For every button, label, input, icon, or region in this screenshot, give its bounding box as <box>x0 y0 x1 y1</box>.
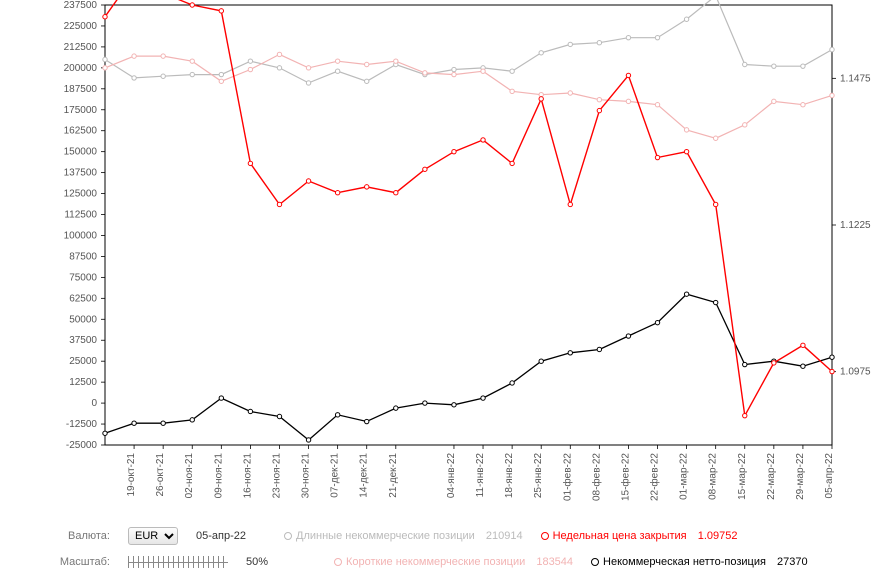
svg-text:25-янв-22: 25-янв-22 <box>533 453 544 499</box>
svg-text:29-мар-22: 29-мар-22 <box>795 453 806 500</box>
svg-text:15-фев-22: 15-фев-22 <box>619 453 631 501</box>
svg-text:50000: 50000 <box>69 314 97 325</box>
zoom-label: Масштаб: <box>10 556 110 568</box>
svg-text:08-фев-22: 08-фев-22 <box>590 453 602 501</box>
svg-text:19-окт-21: 19-окт-21 <box>126 453 137 497</box>
svg-text:87500: 87500 <box>69 251 97 262</box>
circle-icon <box>284 532 292 540</box>
svg-text:11-янв-22: 11-янв-22 <box>475 453 486 498</box>
svg-text:25000: 25000 <box>69 356 97 367</box>
svg-text:26-окт-21: 26-окт-21 <box>155 453 166 497</box>
svg-text:02-ноя-21: 02-ноя-21 <box>184 453 195 499</box>
svg-text:150000: 150000 <box>64 147 98 158</box>
svg-text:225000: 225000 <box>64 21 98 32</box>
currency-select[interactable]: EUR <box>128 527 178 545</box>
svg-text:200000: 200000 <box>64 63 98 74</box>
svg-text:30-ноя-21: 30-ноя-21 <box>301 453 312 499</box>
svg-text:01-фев-22: 01-фев-22 <box>561 453 573 501</box>
svg-text:62500: 62500 <box>69 293 97 304</box>
svg-text:1.1475: 1.1475 <box>840 73 871 84</box>
svg-text:08-мар-22: 08-мар-22 <box>708 453 719 500</box>
legend-long: Длинные некоммерческие позиции 210914 <box>284 530 523 542</box>
svg-text:175000: 175000 <box>64 105 98 116</box>
svg-text:18-янв-22: 18-янв-22 <box>504 453 515 499</box>
svg-text:212500: 212500 <box>64 42 98 53</box>
svg-text:07-дек-21: 07-дек-21 <box>330 453 341 498</box>
circle-icon <box>591 558 599 566</box>
zoom-value: 50% <box>246 556 316 568</box>
svg-text:1.0975: 1.0975 <box>840 367 871 378</box>
zoom-slider[interactable] <box>128 556 228 568</box>
svg-text:21-дек-21: 21-дек-21 <box>388 453 399 498</box>
svg-text:15-мар-22: 15-мар-22 <box>737 453 748 500</box>
svg-text:237500: 237500 <box>64 0 98 11</box>
chart: -25000 -12500 0 12500 25000 37500 50000 62500 75… <box>0 0 894 520</box>
svg-text:22-фев-22: 22-фев-22 <box>649 453 661 501</box>
svg-text:0: 0 <box>91 398 97 409</box>
svg-text:37500: 37500 <box>69 335 97 346</box>
svg-text:04-янв-22: 04-янв-22 <box>446 453 457 499</box>
svg-text:14-дек-21: 14-дек-21 <box>359 453 370 498</box>
svg-text:125000: 125000 <box>64 189 98 200</box>
svg-text:05-апр-22: 05-апр-22 <box>824 453 835 499</box>
svg-text:-25000: -25000 <box>66 440 98 451</box>
svg-text:01-мар-22: 01-мар-22 <box>679 453 690 500</box>
svg-text:1.1225: 1.1225 <box>840 220 871 231</box>
svg-text:16-ноя-21: 16-ноя-21 <box>242 453 253 499</box>
svg-text:112500: 112500 <box>64 210 97 221</box>
svg-text:75000: 75000 <box>69 272 97 283</box>
svg-text:12500: 12500 <box>69 377 97 388</box>
svg-text:187500: 187500 <box>64 84 98 95</box>
legend-net: Некоммерческая нетто-позиция 27370 <box>591 556 808 568</box>
svg-text:162500: 162500 <box>64 126 98 137</box>
circle-icon <box>334 558 342 566</box>
svg-text:22-мар-22: 22-мар-22 <box>766 453 777 500</box>
currency-label: Валюта: <box>10 530 110 542</box>
svg-text:09-ноя-21: 09-ноя-21 <box>213 453 224 499</box>
svg-text:100000: 100000 <box>64 230 98 241</box>
legend-close: Недельная цена закрытия 1.09752 <box>541 530 738 542</box>
circle-icon <box>541 532 549 540</box>
svg-text:-12500: -12500 <box>66 419 98 430</box>
selected-date: 05-апр-22 <box>196 530 266 542</box>
svg-text:23-ноя-21: 23-ноя-21 <box>271 453 282 499</box>
svg-text:137500: 137500 <box>64 168 98 179</box>
legend-short: Короткие некоммерческие позиции 183544 <box>334 556 573 568</box>
controls-panel: Валюта: EUR 05-апр-22 Длинные некоммерче… <box>0 520 894 582</box>
